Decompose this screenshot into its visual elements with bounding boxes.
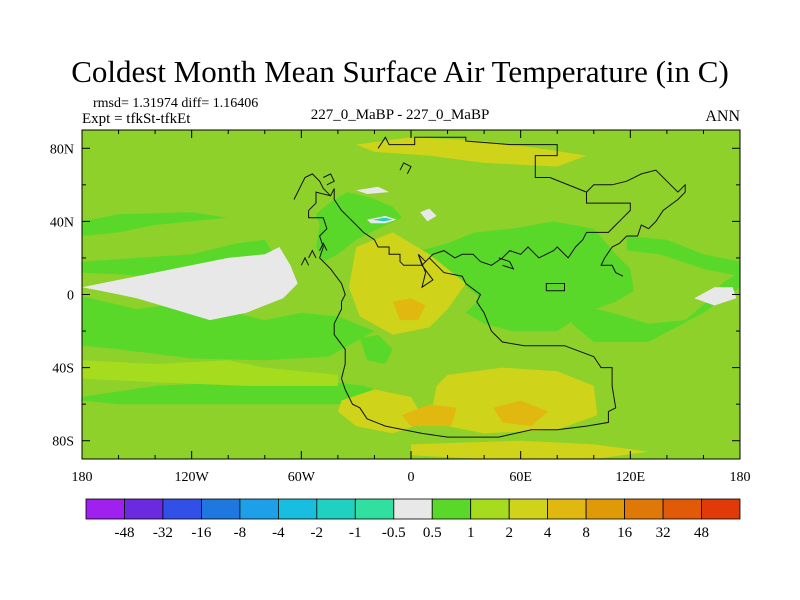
colorbar-swatch-15 (662, 498, 702, 520)
experiment-label: Expt = tfkSt-tfkEt (82, 111, 191, 127)
field-region-22 (356, 186, 390, 194)
coastline-1 (586, 169, 686, 277)
colorbar-swatch-5 (277, 498, 318, 520)
colorbar-label-12: 8 (582, 525, 590, 541)
colorbar-swatch-0 (85, 498, 125, 520)
colorbar: -48 -32 -16 -8 -4 -2 -1 -0.5 0.5 1 2 4 8 16 32 48 (85, 498, 741, 541)
field-region-6 (420, 221, 634, 332)
colorbar-label-11: 4 (544, 525, 552, 541)
colorbar-swatch-12 (547, 498, 587, 520)
field-region-17 (493, 400, 549, 427)
coastline-9 (498, 257, 515, 270)
field-region-18 (82, 247, 298, 321)
field-layer (82, 137, 740, 459)
colorbar-swatch-1 (124, 498, 164, 520)
chart-title: Coldest Month Mean Surface Air Temperatu… (71, 54, 729, 89)
colorbar-label-0: -48 (115, 525, 135, 541)
field-region-4 (316, 192, 402, 262)
colorbar-label-10: 2 (505, 525, 513, 541)
colorbar-swatch-3 (200, 498, 241, 520)
y-tick-label-3: 40S (52, 362, 74, 377)
field-region-15 (392, 298, 426, 321)
y-tick-label-4: 80S (52, 435, 74, 450)
field-region-20 (420, 208, 437, 222)
colorbar-swatch-2 (162, 498, 202, 520)
colorbar-label-2: -16 (191, 525, 211, 541)
colorbar-swatch-10 (470, 498, 510, 520)
colorbar-label-1: -32 (153, 525, 173, 541)
field-region-9 (82, 360, 338, 386)
x-tick-label-0: 180 (72, 470, 93, 485)
colorbar-label-5: -2 (311, 525, 324, 541)
coastline-6 (308, 249, 317, 259)
coastline-4 (399, 162, 412, 175)
field-region-3 (82, 212, 229, 236)
coastline-7 (300, 256, 310, 266)
colorbar-swatch-8 (393, 498, 433, 520)
x-tick-label-5: 120E (616, 470, 646, 485)
colorbar-label-8: 0.5 (423, 525, 442, 541)
field-region-8 (626, 236, 740, 277)
y-tick-label-0: 80N (50, 142, 74, 157)
colorbar-swatch-14 (624, 498, 664, 520)
field-region-11 (348, 232, 466, 335)
colorbar-swatch-7 (354, 498, 395, 520)
colorbar-swatch-4 (239, 498, 279, 520)
field-region-14 (411, 440, 649, 459)
coastline-8 (545, 283, 565, 292)
colorbar-label-13: 16 (617, 525, 633, 541)
colorbar-label-14: 32 (656, 525, 671, 541)
x-tick-label-2: 60W (288, 470, 316, 485)
coastline-layer (293, 136, 686, 438)
colorbar-label-6: -1 (349, 525, 362, 541)
x-tick-label-3: 0 (408, 470, 415, 485)
case-label: 227_0_MaBP - 227_0_MaBP (310, 107, 490, 123)
axes: 180 120W 60W 0 60E 120E 180 80N 40N 0 40S 80S (50, 130, 751, 485)
coastline-3 (323, 173, 335, 186)
stats-line: rmsd= 1.31974 diff= 1.16406 (93, 96, 259, 111)
colorbar-swatch-6 (316, 498, 356, 520)
colorbar-swatch-13 (585, 498, 625, 520)
field-region-7 (568, 272, 740, 342)
field-region-21 (694, 287, 737, 306)
y-tick-label-1: 40N (50, 215, 74, 230)
colorbar-label-15: 48 (694, 525, 709, 541)
x-tick-label-4: 60E (509, 470, 532, 485)
field-region-5 (359, 334, 393, 364)
colorbar-swatch-9 (431, 498, 472, 520)
colorbar-swatch-11 (508, 498, 549, 520)
y-tick-label-2: 0 (67, 289, 74, 304)
field-region-23 (372, 217, 393, 222)
x-tick-label-1: 120W (175, 470, 210, 485)
coastline-0 (308, 136, 631, 438)
coastline-2 (293, 173, 331, 200)
field-region-12 (432, 367, 598, 434)
colorbar-label-3: -8 (234, 525, 247, 541)
field-region-16 (401, 404, 457, 427)
field-region-13 (337, 389, 426, 434)
colorbar-label-4: -4 (272, 525, 285, 541)
colorbar-label-7: -0.5 (382, 525, 406, 541)
x-tick-label-6: 180 (730, 470, 751, 485)
coastline-5 (319, 242, 328, 251)
colorbar-label-9: 1 (467, 525, 475, 541)
colorbar-swatch-16 (701, 498, 741, 520)
field-region-0 (82, 296, 375, 361)
season-label: ANN (705, 108, 740, 125)
